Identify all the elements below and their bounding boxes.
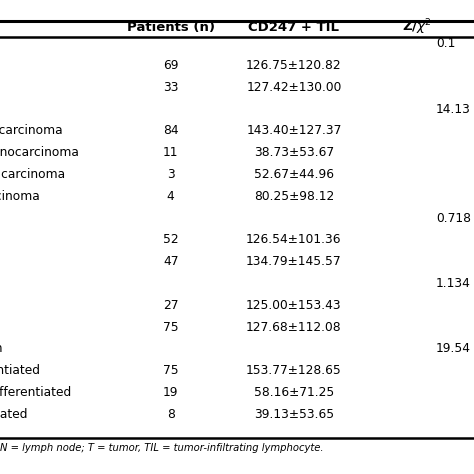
Text: CD247 + TIL: CD247 + TIL <box>248 21 339 34</box>
Text: 125.00±153.43: 125.00±153.43 <box>246 299 342 312</box>
Text: 153.77±128.65: 153.77±128.65 <box>246 364 342 377</box>
Text: 8: 8 <box>167 408 174 421</box>
Text: Moderately differentiated: Moderately differentiated <box>0 386 71 399</box>
Text: 27: 27 <box>163 299 178 312</box>
Text: 14.13: 14.13 <box>436 102 471 116</box>
Text: Poorly differentiated: Poorly differentiated <box>0 364 40 377</box>
Text: Well-differentiated: Well-differentiated <box>0 408 28 421</box>
Text: 126.54±101.36: 126.54±101.36 <box>246 233 342 246</box>
Text: 11: 11 <box>163 146 178 159</box>
Text: 143.40±127.37: 143.40±127.37 <box>246 124 342 137</box>
Text: 58.16±71.25: 58.16±71.25 <box>254 386 334 399</box>
Text: 126.75±120.82: 126.75±120.82 <box>246 59 342 72</box>
Text: Z/$\chi$$^2$: Z/$\chi$$^2$ <box>402 18 432 37</box>
Text: 3: 3 <box>167 168 174 181</box>
Text: 80.25±98.12: 80.25±98.12 <box>254 190 334 203</box>
Text: Patients (n): Patients (n) <box>127 21 215 34</box>
Text: 1.134: 1.134 <box>436 277 471 290</box>
Text: Differentiation: Differentiation <box>0 342 3 356</box>
Text: 33: 33 <box>163 81 178 94</box>
Text: 19.54: 19.54 <box>436 342 471 356</box>
Text: 52.67±44.96: 52.67±44.96 <box>254 168 334 181</box>
Text: 75: 75 <box>163 320 178 334</box>
Text: 19: 19 <box>163 386 178 399</box>
Text: 75: 75 <box>163 364 178 377</box>
Text: 127.68±112.08: 127.68±112.08 <box>246 320 342 334</box>
Text: Serous adenocarcinoma: Serous adenocarcinoma <box>0 124 62 137</box>
Text: 127.42±130.00: 127.42±130.00 <box>246 81 342 94</box>
Text: N = lymph node; T = tumor, TIL = tumor-infiltrating lymphocyte.: N = lymph node; T = tumor, TIL = tumor-i… <box>0 443 323 453</box>
Text: 84: 84 <box>163 124 178 137</box>
Text: 38.73±53.67: 38.73±53.67 <box>254 146 334 159</box>
Text: 39.13±53.65: 39.13±53.65 <box>254 408 334 421</box>
Text: 47: 47 <box>163 255 178 268</box>
Text: 69: 69 <box>163 59 178 72</box>
Text: Mucinous adenocarcinoma: Mucinous adenocarcinoma <box>0 146 79 159</box>
Text: Clear cell carcinoma: Clear cell carcinoma <box>0 190 39 203</box>
Text: 0.1: 0.1 <box>436 37 456 50</box>
Text: Endometrioid carcinoma: Endometrioid carcinoma <box>0 168 65 181</box>
Text: 4: 4 <box>167 190 174 203</box>
Text: 134.79±145.57: 134.79±145.57 <box>246 255 342 268</box>
Text: 52: 52 <box>163 233 178 246</box>
Text: 0.718: 0.718 <box>436 211 471 225</box>
